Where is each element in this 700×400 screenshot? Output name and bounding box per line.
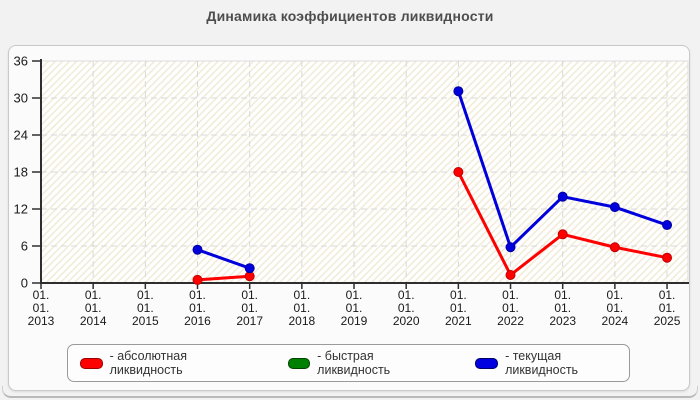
x-tick-label: 2014 xyxy=(80,314,107,328)
x-tick-label: 01. xyxy=(398,288,415,302)
x-tick-label: 01. xyxy=(85,301,102,315)
chart-title: Динамика коэффициентов ликвидности xyxy=(206,8,494,24)
x-tick-label: 2024 xyxy=(602,314,629,328)
x-tick-label: 01. xyxy=(294,301,311,315)
legend-item-quick-liquidity: - быстрая ликвидность xyxy=(287,349,442,377)
x-tick-label: 01. xyxy=(137,288,154,302)
x-tick-label: 2015 xyxy=(132,314,159,328)
data-point xyxy=(557,229,568,240)
x-tick-label: 2023 xyxy=(549,314,576,328)
x-tick-label: 01. xyxy=(137,301,154,315)
series-line xyxy=(196,248,252,270)
y-tick-label: 18 xyxy=(14,165,28,180)
data-point xyxy=(244,263,255,274)
y-tick-label: 30 xyxy=(14,91,28,106)
legend-label-current-liquidity: - текущая ликвидность xyxy=(505,349,579,377)
x-tick-label: 01. xyxy=(607,301,624,315)
x-tick-label: 01. xyxy=(554,288,571,302)
x-tick-label: 01. xyxy=(33,301,50,315)
x-tick-label: 2016 xyxy=(184,314,211,328)
data-point xyxy=(453,167,464,177)
data-point xyxy=(192,244,203,255)
x-tick-label: 2022 xyxy=(497,314,524,328)
x-tick-label: 2018 xyxy=(288,314,315,328)
y-tick-label: 6 xyxy=(21,239,28,254)
x-tick-label: 01. xyxy=(189,288,206,302)
x-tick-label: 01. xyxy=(398,301,415,315)
x-tick-label: 01. xyxy=(554,301,571,315)
x-tick-label: 01. xyxy=(346,301,363,315)
legend-swatch-absolute-liquidity-icon xyxy=(80,357,103,369)
data-point xyxy=(609,242,620,253)
data-point xyxy=(662,252,673,263)
x-tick-label: 01. xyxy=(85,288,102,302)
data-point xyxy=(662,220,673,231)
legend-item-absolute-liquidity: - абсолютная ликвидность xyxy=(80,349,254,377)
data-point xyxy=(453,86,464,97)
x-tick-label: 01. xyxy=(607,288,624,302)
line-chart: 06121824303601.01.201301.01.201401.01.20… xyxy=(14,54,689,328)
x-tick-label: 01. xyxy=(450,301,467,315)
chart-legend: - абсолютная ликвидность - быстрая ликви… xyxy=(67,344,630,382)
x-tick-label: 01. xyxy=(189,301,206,315)
x-tick-label: 2020 xyxy=(393,314,420,328)
y-tick-label: 0 xyxy=(21,276,28,291)
data-point xyxy=(192,274,203,285)
legend-swatch-quick-liquidity-icon xyxy=(287,357,311,369)
data-point xyxy=(557,191,568,202)
container-bottom-edge xyxy=(2,386,698,398)
x-tick-label: 01. xyxy=(294,288,311,302)
x-tick-label: 01. xyxy=(346,288,363,302)
x-tick-label: 2025 xyxy=(654,314,681,328)
y-tick-label: 36 xyxy=(14,54,28,69)
x-tick-label: 01. xyxy=(502,288,519,302)
legend-label-quick-liquidity: - быстрая ликвидность xyxy=(317,349,391,377)
data-point xyxy=(609,202,620,213)
x-tick-label: 2013 xyxy=(28,314,55,328)
x-tick-label: 2019 xyxy=(341,314,368,328)
x-tick-label: 01. xyxy=(659,301,676,315)
series-line xyxy=(196,274,252,282)
x-tick-label: 01. xyxy=(659,288,676,302)
x-tick-label: 01. xyxy=(450,288,467,302)
x-tick-label: 01. xyxy=(241,288,258,302)
y-tick-label: 12 xyxy=(14,202,28,217)
legend-label-absolute-liquidity: - абсолютная ликвидность xyxy=(109,349,187,377)
x-tick-label: 01. xyxy=(502,301,519,315)
x-tick-label: 2021 xyxy=(445,314,472,328)
data-point xyxy=(505,242,516,253)
legend-swatch-current-liquidity-icon xyxy=(475,357,499,369)
y-tick-label: 24 xyxy=(14,128,28,143)
x-tick-label: 01. xyxy=(241,301,258,315)
x-tick-label: 2017 xyxy=(236,314,263,328)
legend-item-current-liquidity: - текущая ликвидность xyxy=(475,349,629,377)
data-point xyxy=(505,269,516,280)
x-tick-label: 01. xyxy=(33,288,50,302)
